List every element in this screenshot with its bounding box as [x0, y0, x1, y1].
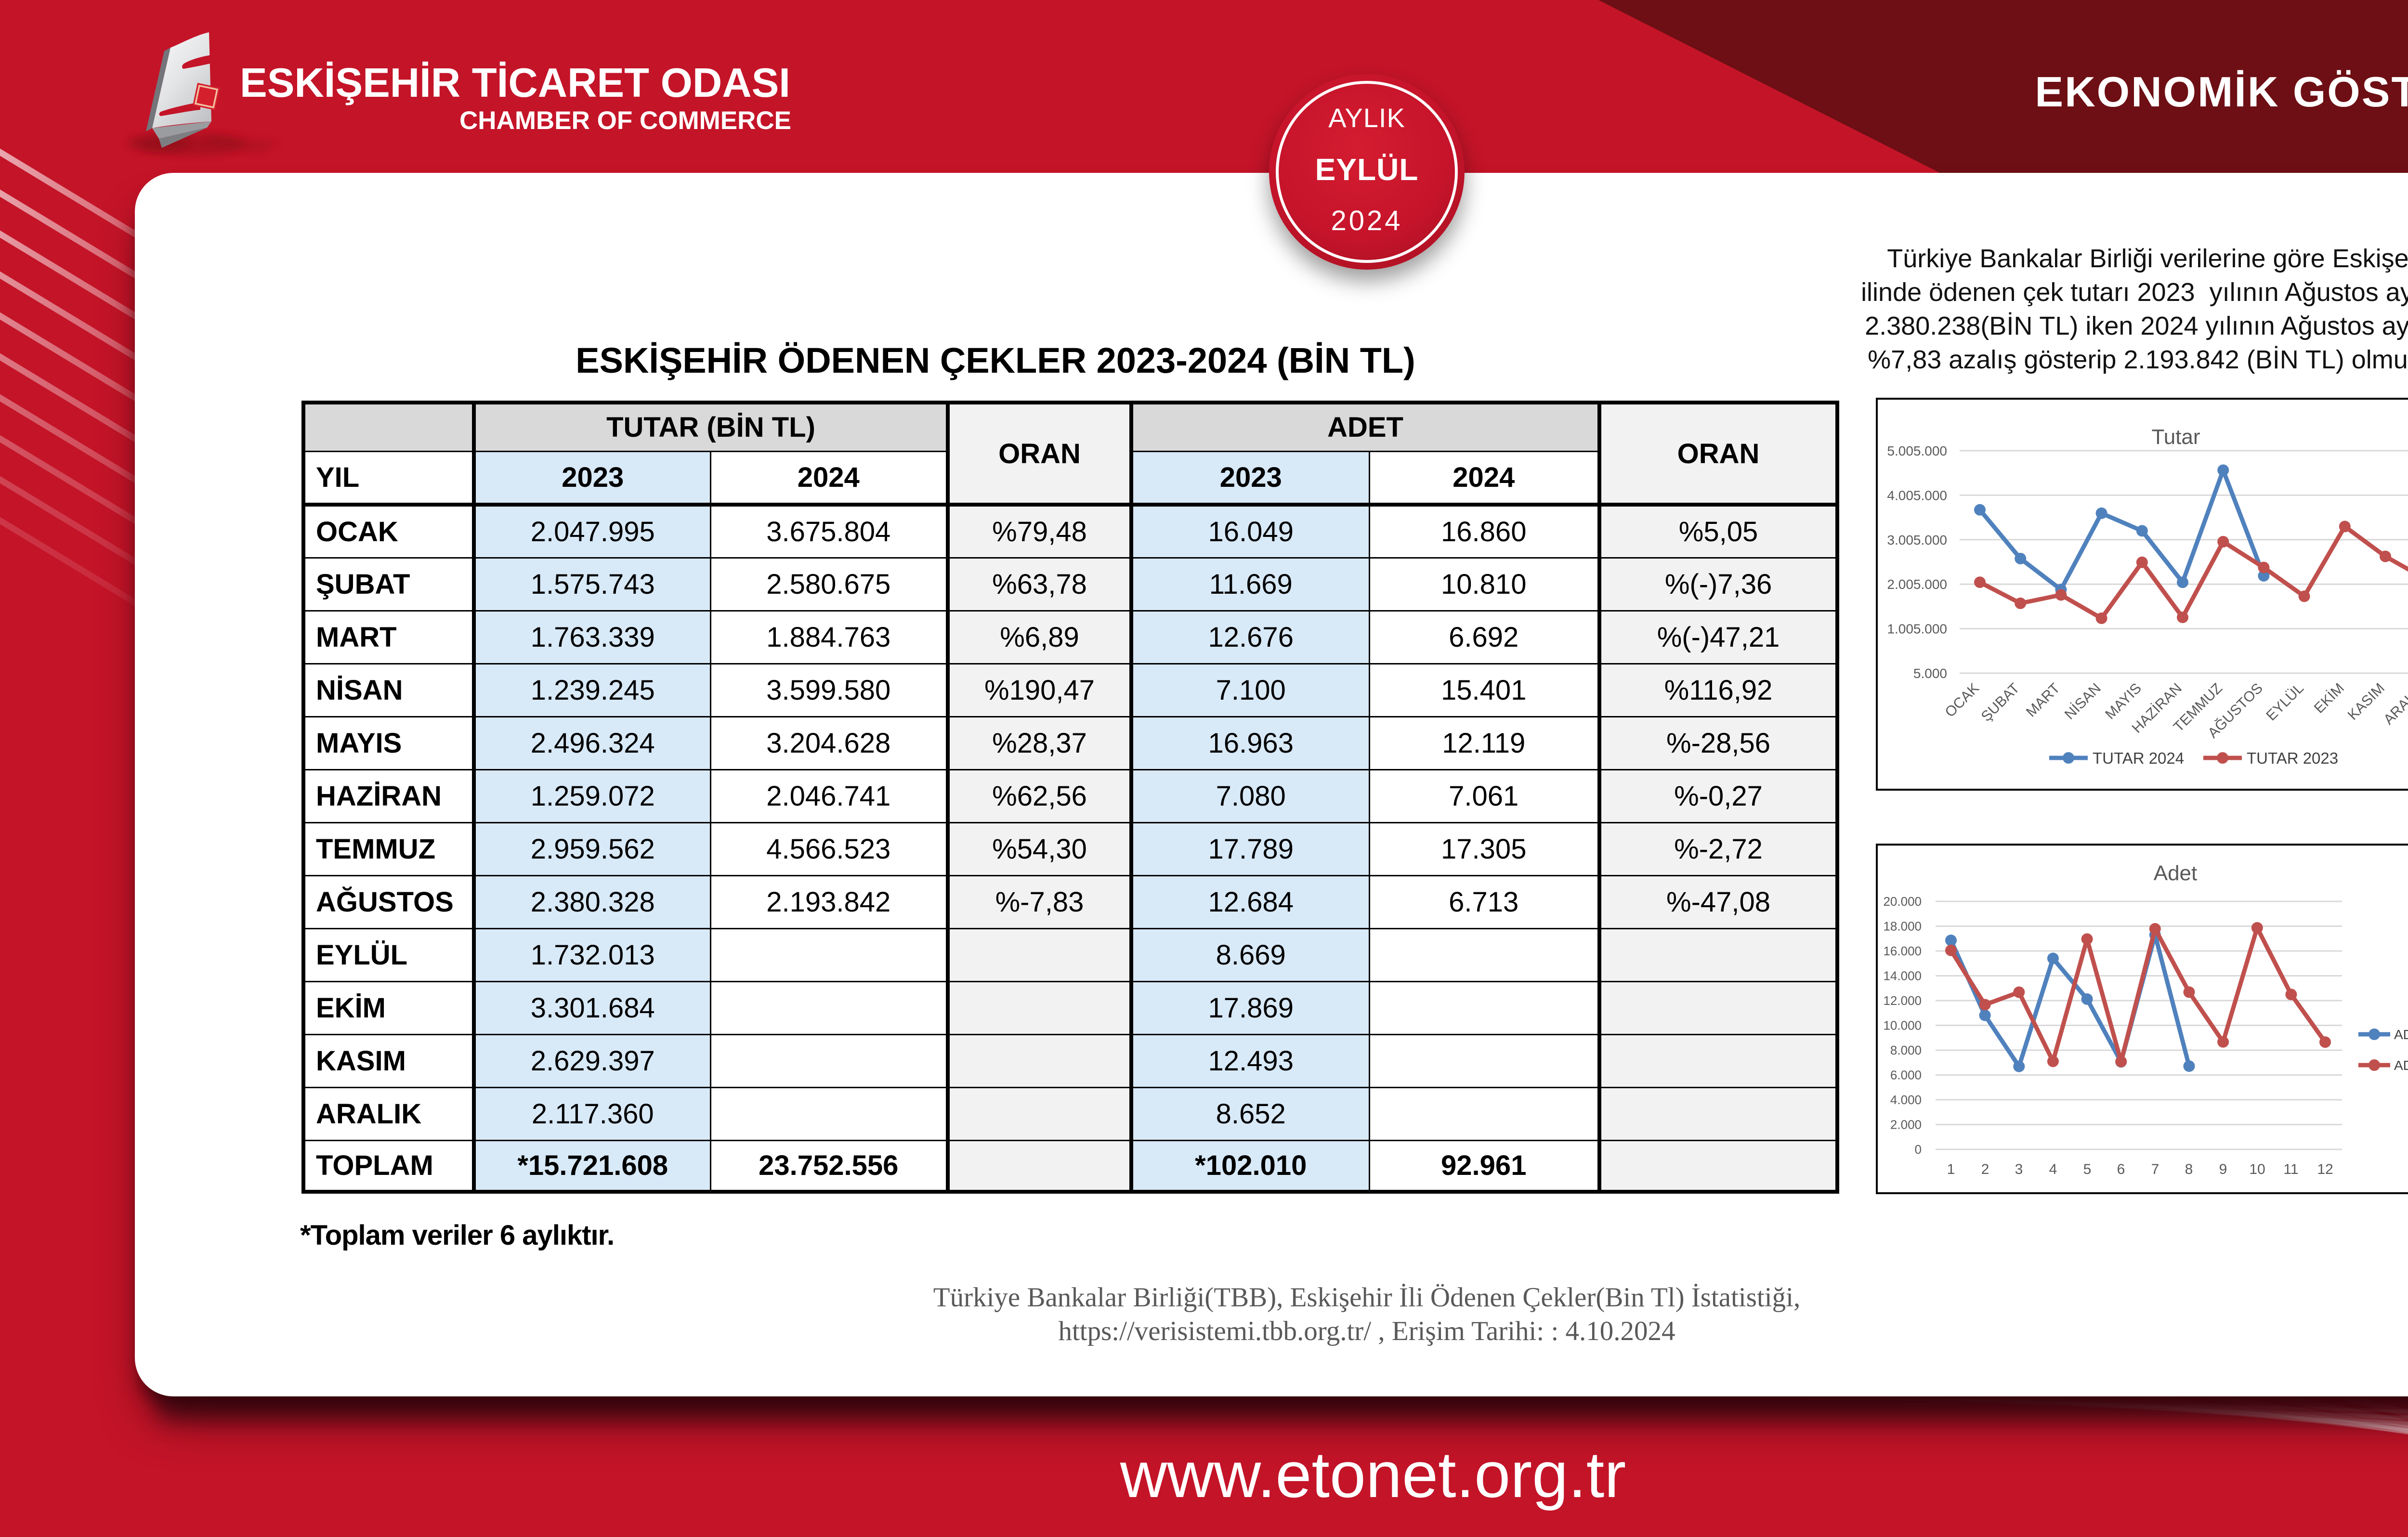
- svg-text:2: 2: [1981, 1161, 1989, 1177]
- svg-text:ADET 2023: ADET 2023: [2394, 1058, 2408, 1073]
- svg-text:3.005.000: 3.005.000: [1887, 533, 1947, 547]
- svg-text:5.005.000: 5.005.000: [1887, 443, 1947, 458]
- svg-text:1.005.000: 1.005.000: [1887, 622, 1947, 637]
- svg-text:14.000: 14.000: [1883, 969, 1922, 983]
- svg-text:20.000: 20.000: [1883, 894, 1922, 909]
- svg-text:11: 11: [2283, 1161, 2298, 1177]
- svg-text:12: 12: [2317, 1161, 2333, 1177]
- svg-text:18.000: 18.000: [1883, 919, 1922, 934]
- svg-text:8.000: 8.000: [1890, 1043, 1922, 1057]
- svg-text:10: 10: [2249, 1161, 2265, 1177]
- svg-text:4.000: 4.000: [1890, 1093, 1922, 1107]
- svg-text:2.005.000: 2.005.000: [1887, 577, 1947, 592]
- svg-text:6.000: 6.000: [1890, 1068, 1922, 1082]
- svg-text:10.000: 10.000: [1883, 1018, 1922, 1033]
- svg-text:7: 7: [2151, 1161, 2159, 1177]
- svg-text:2.000: 2.000: [1890, 1118, 1922, 1132]
- svg-text:3: 3: [2015, 1161, 2023, 1177]
- svg-text:4: 4: [2049, 1161, 2057, 1177]
- svg-text:TUTAR 2023: TUTAR 2023: [2247, 749, 2338, 767]
- svg-text:5.000: 5.000: [1913, 666, 1947, 681]
- svg-text:1: 1: [1947, 1161, 1955, 1177]
- svg-text:TUTAR 2024: TUTAR 2024: [2093, 749, 2184, 767]
- svg-text:0: 0: [1915, 1142, 1922, 1157]
- svg-text:Adet: Adet: [2154, 861, 2198, 885]
- svg-text:ADET 2024: ADET 2024: [2394, 1027, 2408, 1042]
- svg-text:4.005.000: 4.005.000: [1887, 488, 1947, 503]
- svg-text:9: 9: [2219, 1161, 2227, 1177]
- svg-text:16.000: 16.000: [1883, 944, 1922, 958]
- svg-text:5: 5: [2083, 1161, 2092, 1177]
- svg-text:6: 6: [2117, 1161, 2125, 1177]
- svg-text:Tutar: Tutar: [2151, 425, 2200, 449]
- svg-text:12.000: 12.000: [1883, 993, 1922, 1008]
- svg-text:8: 8: [2185, 1161, 2193, 1177]
